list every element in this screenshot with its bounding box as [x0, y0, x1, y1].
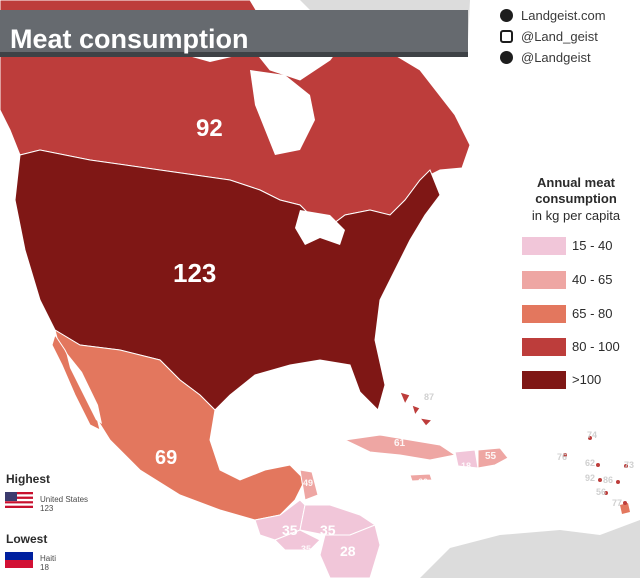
gulf-of-california: [66, 352, 102, 424]
highest-heading: Highest: [6, 472, 51, 486]
region-jamaica: [409, 473, 433, 482]
lowest-heading: Lowest: [6, 532, 48, 546]
legend-title: Annual meat consumption: [535, 175, 617, 206]
small-islands: [563, 436, 628, 505]
value-guatemala: 35: [282, 522, 298, 538]
island-dot: [563, 453, 567, 457]
great-lakes: [295, 210, 345, 245]
value-el-salvador: 35: [301, 544, 312, 554]
haiti-flag-icon: [5, 552, 33, 568]
value-canada: 92: [196, 115, 223, 142]
island-dot: [604, 491, 608, 495]
legend-swatch-3: [522, 305, 566, 323]
region-nicaragua: [319, 524, 381, 578]
highest-value: 123: [40, 504, 54, 513]
highest-country: United States: [40, 495, 89, 504]
legend-label-5: >100: [572, 372, 602, 387]
legend-swatch-1: [522, 237, 566, 255]
value-jamaica: 60: [418, 477, 429, 487]
map-title: Meat consumption: [10, 24, 249, 54]
legend-swatch-4: [522, 338, 566, 356]
region-belize: [299, 469, 319, 501]
legend-swatch-2: [522, 271, 566, 289]
value-united-states: 123: [173, 258, 217, 288]
source-twitter-label: @Landgeist: [521, 50, 591, 65]
island-dot: [588, 436, 592, 440]
value-dominican-republic: 55: [485, 451, 497, 462]
value-mexico: 69: [155, 447, 178, 469]
hudson-bay: [250, 70, 315, 155]
region-el-salvador: [274, 529, 321, 551]
value-island: 74: [587, 430, 598, 440]
value-bahamas: 87: [424, 392, 435, 402]
source-website[interactable]: Landgeist.com: [500, 8, 606, 23]
legend-label-2: 40 - 65: [572, 272, 613, 287]
globe-icon: [500, 9, 513, 22]
us-flag-icon: [5, 492, 33, 508]
island-dot: [624, 464, 628, 468]
lowest-value: 18: [40, 563, 49, 572]
instagram-icon: [500, 30, 513, 43]
value-island: 62: [585, 458, 596, 468]
region-cuba: [343, 434, 457, 461]
source-instagram-label: @Land_geist: [521, 29, 598, 44]
twitter-icon: [500, 51, 513, 64]
value-nicaragua: 28: [340, 543, 356, 559]
title-banner: Meat consumption: [0, 10, 468, 57]
legend-label-4: 80 - 100: [572, 339, 620, 354]
island-dot: [596, 463, 600, 467]
island-dot: [616, 480, 620, 484]
value-island: 92: [585, 473, 596, 483]
south-america-shape: [420, 520, 640, 578]
region-mexico: [54, 328, 306, 521]
island-dot: [623, 501, 627, 505]
value-island: 77: [612, 498, 623, 508]
island-dot: [598, 478, 602, 482]
value-island: 86: [603, 475, 614, 485]
value-haiti: 18: [461, 461, 472, 471]
value-belize: 49: [303, 478, 314, 488]
source-website-label: Landgeist.com: [521, 8, 606, 23]
legend-swatch-5: [522, 371, 566, 389]
source-twitter[interactable]: @Landgeist: [500, 50, 591, 65]
value-island: 56: [596, 487, 607, 497]
legend-label-1: 15 - 40: [572, 238, 613, 253]
value-island: 73: [624, 460, 635, 470]
value-honduras: 35: [320, 522, 336, 538]
region-bahamas: [399, 391, 434, 427]
value-cuba: 61: [394, 438, 406, 449]
legend-subtitle: in kg per capita: [531, 208, 621, 223]
value-island: 76: [557, 452, 568, 462]
region-dominican-republic: [477, 447, 509, 469]
legend-label-3: 65 - 80: [572, 306, 613, 321]
source-instagram[interactable]: @Land_geist: [500, 29, 598, 44]
trinidad-shape: [620, 503, 630, 514]
lowest-country: Haiti: [40, 554, 57, 563]
